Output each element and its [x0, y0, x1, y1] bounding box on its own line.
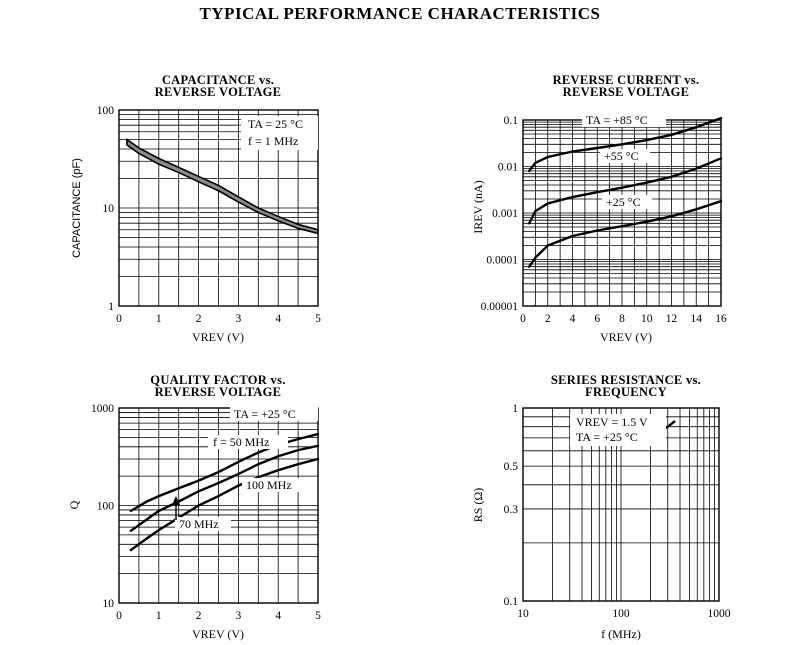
- x-axis-label: VREV (V): [192, 330, 244, 344]
- series-label: 100 MHz: [246, 478, 292, 492]
- label-knockout: [242, 478, 306, 492]
- annotation-box: [570, 414, 666, 446]
- annotation-text: TA = +25 °C: [576, 430, 638, 444]
- y-tick-label: 1: [512, 403, 518, 415]
- annotation-box: [241, 116, 318, 150]
- x-tick-label: 8: [619, 313, 625, 325]
- series-label: TA = +85 °C: [586, 113, 648, 127]
- x-tick-label: 4: [570, 313, 576, 325]
- x-tick-label: 0: [116, 313, 122, 325]
- y-tick-label: 0.5: [504, 461, 519, 473]
- y-axis-label: Q: [67, 500, 81, 509]
- series-label: +25 °C: [606, 195, 641, 209]
- data-band: [126, 137, 319, 235]
- chart-panel-3: QUALITY FACTOR vs.REVERSE VOLTAGE 0 1 2 3 4 5 1…: [67, 373, 321, 641]
- x-tick-label: 3: [236, 313, 242, 325]
- plot-frame: [522, 407, 720, 602]
- x-tick-label: 5: [315, 610, 321, 622]
- x-axis-label: VREV (V): [192, 627, 244, 641]
- series-label: 70 MHz: [179, 517, 219, 531]
- x-tick-label: 1: [156, 313, 162, 325]
- label-knockout: [582, 113, 666, 127]
- plot-frame: [118, 109, 319, 307]
- chart-title: REVERSE VOLTAGE: [155, 385, 282, 399]
- x-tick-label: 10: [641, 313, 653, 325]
- label-knockout: [600, 149, 650, 163]
- y-tick-label: 10: [103, 598, 115, 610]
- x-tick-label: 6: [594, 313, 600, 325]
- x-tick-label: 1000: [708, 608, 731, 620]
- x-axis-label: VREV (V): [600, 330, 652, 344]
- y-tick-label: 100: [97, 501, 115, 513]
- x-tick-label: 2: [196, 313, 202, 325]
- y-axis-label: CAPACITANCE (pF): [71, 158, 83, 258]
- chart-title: QUALITY FACTOR vs.: [150, 373, 285, 387]
- plot-frame: [118, 407, 319, 604]
- chart-panel-2: REVERSE CURRENT vs.REVERSE VOLTAGE 0 2 4 6 8 1…: [471, 73, 727, 344]
- series-line: [129, 444, 320, 532]
- x-tick-label: 4: [275, 610, 281, 622]
- x-tick-label: 3: [236, 610, 242, 622]
- label-knockout: [602, 195, 652, 209]
- x-tick-label: 2: [545, 313, 551, 325]
- series-line: [528, 199, 723, 268]
- y-axis-label: RS (Ω): [471, 488, 485, 523]
- label-knockout: [208, 435, 288, 449]
- y-tick-label: 1000: [91, 403, 114, 415]
- x-tick-label: 12: [666, 313, 678, 325]
- x-tick-label: 4: [275, 313, 281, 325]
- chart-panel-4: SERIES RESISTANCE vs.FREQUENCY 10 100 1000 1…: [471, 373, 731, 641]
- x-tick-label: 14: [691, 313, 703, 325]
- y-tick-label: 0.3: [504, 504, 519, 516]
- chart-title: FREQUENCY: [585, 385, 667, 399]
- y-tick-label: 10: [103, 203, 115, 215]
- x-tick-label: 0: [520, 313, 526, 325]
- annotation-text: TA = +25 °C: [234, 407, 296, 421]
- y-tick-label: 0.1: [504, 115, 519, 127]
- y-tick-label: 0.01: [498, 162, 518, 174]
- series-label: f = 50 MHz: [213, 435, 269, 449]
- annotation-box: [230, 407, 318, 421]
- x-tick-label: 2: [196, 610, 202, 622]
- y-tick-label: 0.1: [504, 596, 519, 608]
- chart-title: CAPACITANCE vs.: [162, 73, 274, 87]
- annotation-text: VREV = 1.5 V: [576, 415, 648, 429]
- chart-title: REVERSE VOLTAGE: [155, 85, 282, 99]
- series-line: [129, 457, 320, 552]
- chart-title: SERIES RESISTANCE vs.: [551, 373, 701, 387]
- pointer-arrow-head: [172, 496, 180, 505]
- y-tick-label: 0.0001: [486, 255, 518, 267]
- annotation-text: f = 1 MHz: [248, 134, 298, 148]
- y-tick-label: 0.00001: [481, 301, 519, 313]
- series-line: [528, 157, 723, 225]
- y-tick-label: 100: [97, 105, 115, 117]
- y-tick-label: 0.001: [492, 208, 518, 220]
- x-tick-label: 5: [315, 313, 321, 325]
- x-axis-label: f (MHz): [601, 627, 641, 641]
- x-tick-label: 10: [517, 608, 529, 620]
- chart-title: REVERSE VOLTAGE: [563, 85, 690, 99]
- series-label: +55 °C: [604, 149, 639, 163]
- annotation-text: TA = 25 °C: [248, 117, 303, 131]
- label-knockout: [175, 517, 231, 531]
- y-tick-label: 1: [108, 301, 114, 313]
- page-title: TYPICAL PERFORMANCE CHARACTERISTICS: [199, 4, 601, 23]
- x-tick-label: 16: [715, 313, 727, 325]
- x-tick-label: 0: [116, 610, 122, 622]
- x-tick-label: 100: [612, 608, 630, 620]
- y-axis-label: IREV (nA): [471, 180, 485, 233]
- chart-title: REVERSE CURRENT vs.: [553, 73, 700, 87]
- series-line: [528, 116, 723, 173]
- x-tick-label: 1: [156, 610, 162, 622]
